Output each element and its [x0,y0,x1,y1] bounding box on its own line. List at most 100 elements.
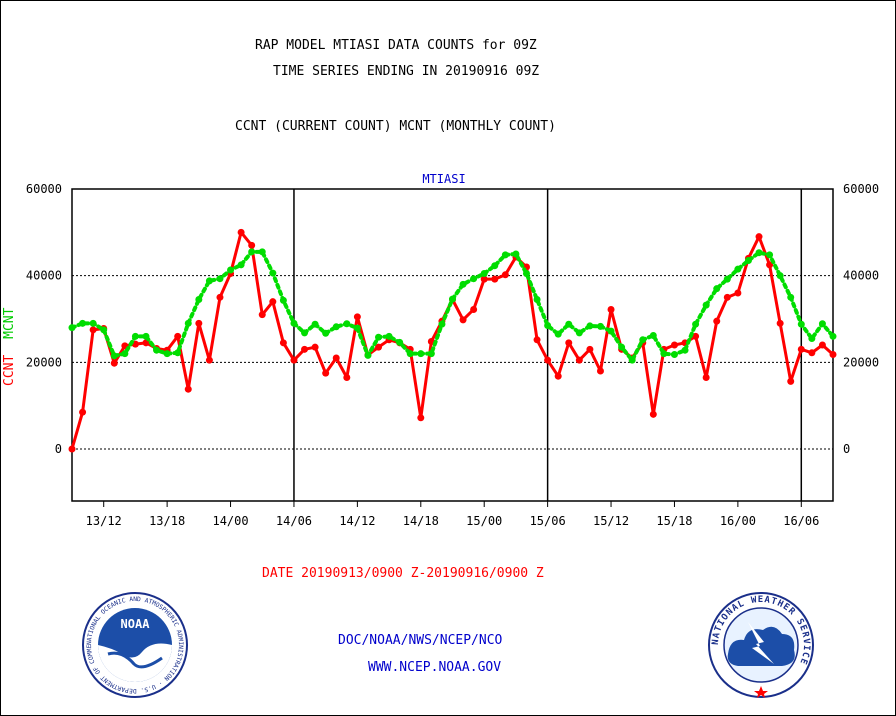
mcnt-data-point [311,320,319,328]
mcnt-data-point [216,275,224,283]
mcnt-data-point [628,356,636,364]
mcnt-data-point [533,296,541,303]
mcnt-axis-label: MCNT [2,307,17,339]
mcnt-data-point [205,277,213,285]
ccnt-data-point [607,305,615,313]
ccnt-data-point [332,354,340,362]
org-text: DOC/NOAA/NWS/NCEP/NCO [338,633,503,648]
ccnt-data-point [766,261,774,269]
mcnt-data-point [121,350,129,358]
url-link[interactable]: WWW.NCEP.NOAA.GOV [368,660,502,675]
mcnt-data-point [279,296,287,304]
mcnt-data-point [544,322,552,329]
x-tick-label: 14/18 [403,514,439,528]
x-tick-label: 14/00 [212,514,248,528]
mcnt-data-point [501,251,509,259]
x-tick-label: 15/18 [656,514,692,528]
ccnt-data-point [174,332,182,340]
mcnt-data-point [322,329,330,337]
y-tick-label-right: 0 [843,442,850,456]
ccnt-data-point [544,356,552,364]
ccnt-data-point [797,345,805,353]
mcnt-data-point [68,324,76,332]
mcnt-data-point [269,269,277,277]
x-tick-label: 14/06 [276,514,312,528]
y-tick-label-right: 60000 [843,182,879,196]
x-tick-label: 13/18 [149,514,185,528]
ccnt-data-point [269,298,277,306]
ccnt-data-point [184,385,192,393]
ccnt-data-point [301,345,309,353]
mcnt-data-point [787,293,795,301]
mcnt-data-point [237,261,245,269]
mcnt-data-point [248,248,256,256]
ccnt-data-point [470,305,478,313]
mcnt-data-point [797,320,805,328]
mcnt-data-point [575,329,583,337]
ccnt-data-point [649,410,657,418]
noaa-logo-text: NOAA [121,617,151,631]
ccnt-data-point [808,349,816,357]
x-tick-label: 16/06 [783,514,819,528]
ccnt-data-point [829,351,837,359]
y-tick-label-right: 20000 [843,355,879,369]
tick-labels: 0 0 20000 20000 40000 40000 60000 60000 13/12 13/… [26,182,879,528]
mcnt-data-point [681,346,689,354]
mcnt-data-point [142,332,150,340]
mcnt-data-point [766,251,774,259]
mcnt-data-point [618,343,626,351]
ccnt-data-point [755,233,763,241]
mcnt-data-point [89,319,97,327]
mcnt-data-point [649,331,657,339]
y-tick-label-right: 40000 [843,269,879,283]
ccnt-data-point [491,275,499,283]
mcnt-data-point [301,329,309,337]
mcnt-data-point [343,320,351,328]
ccnt-data-point [89,326,97,334]
mcnt-data-point [110,352,118,360]
mcnt-data-point [554,330,562,338]
grid-lines [72,275,833,450]
mcnt-data-point [406,350,414,358]
ccnt-data-point [195,319,203,327]
ccnt-data-point [713,317,721,325]
ccnt-data-point [417,414,425,422]
mcnt-data-point [427,350,435,358]
x-tick-label: 14/12 [339,514,375,528]
ccnt-data-point [670,341,678,349]
time-series-chart: 0 0 20000 20000 40000 40000 60000 60000 13/12 13/… [26,182,879,528]
mcnt-data-point [258,248,266,256]
mcnt-data-point [586,322,594,330]
chart-subtitle: CCNT (CURRENT COUNT) MCNT (MONTHLY COUNT… [235,119,556,134]
mcnt-data-point [670,351,678,359]
plot-area-border [71,188,834,502]
nws-logo-icon: NATIONAL WEATHER SERVICE [708,592,814,698]
x-tick-label: 13/12 [86,514,122,528]
mcnt-data-point [565,320,573,328]
mcnt-data-point [195,296,203,303]
x-tick-label: 15/06 [530,514,566,528]
chart-title-line2: TIME SERIES ENDING IN 20190916 09Z [273,64,540,79]
mcnt-data-point [438,320,446,328]
mcnt-series-line [70,249,835,363]
mcnt-data-point [818,320,826,328]
ccnt-data-point [723,293,731,301]
mcnt-data-point [131,332,139,340]
mcnt-data-point [522,270,530,277]
ccnt-data-point [575,356,583,364]
mcnt-data-point [364,351,372,359]
ccnt-data-point [787,377,795,385]
ccnt-data-point [110,359,118,367]
ccnt-data-point [311,343,319,351]
mcnt-data-point [153,346,161,354]
x-tick-label: 16/00 [720,514,756,528]
mcnt-data-point [174,349,182,357]
mcnt-data-point [385,332,393,340]
mcnt-data-point [713,285,721,293]
mcnt-data-point [596,322,604,330]
ccnt-data-point [692,332,700,340]
series-layer [68,228,837,453]
chart-title-line1: RAP MODEL MTIASI DATA COUNTS for 09Z [255,38,537,53]
mcnt-data-point [744,257,752,264]
mcnt-data-point [480,270,488,277]
